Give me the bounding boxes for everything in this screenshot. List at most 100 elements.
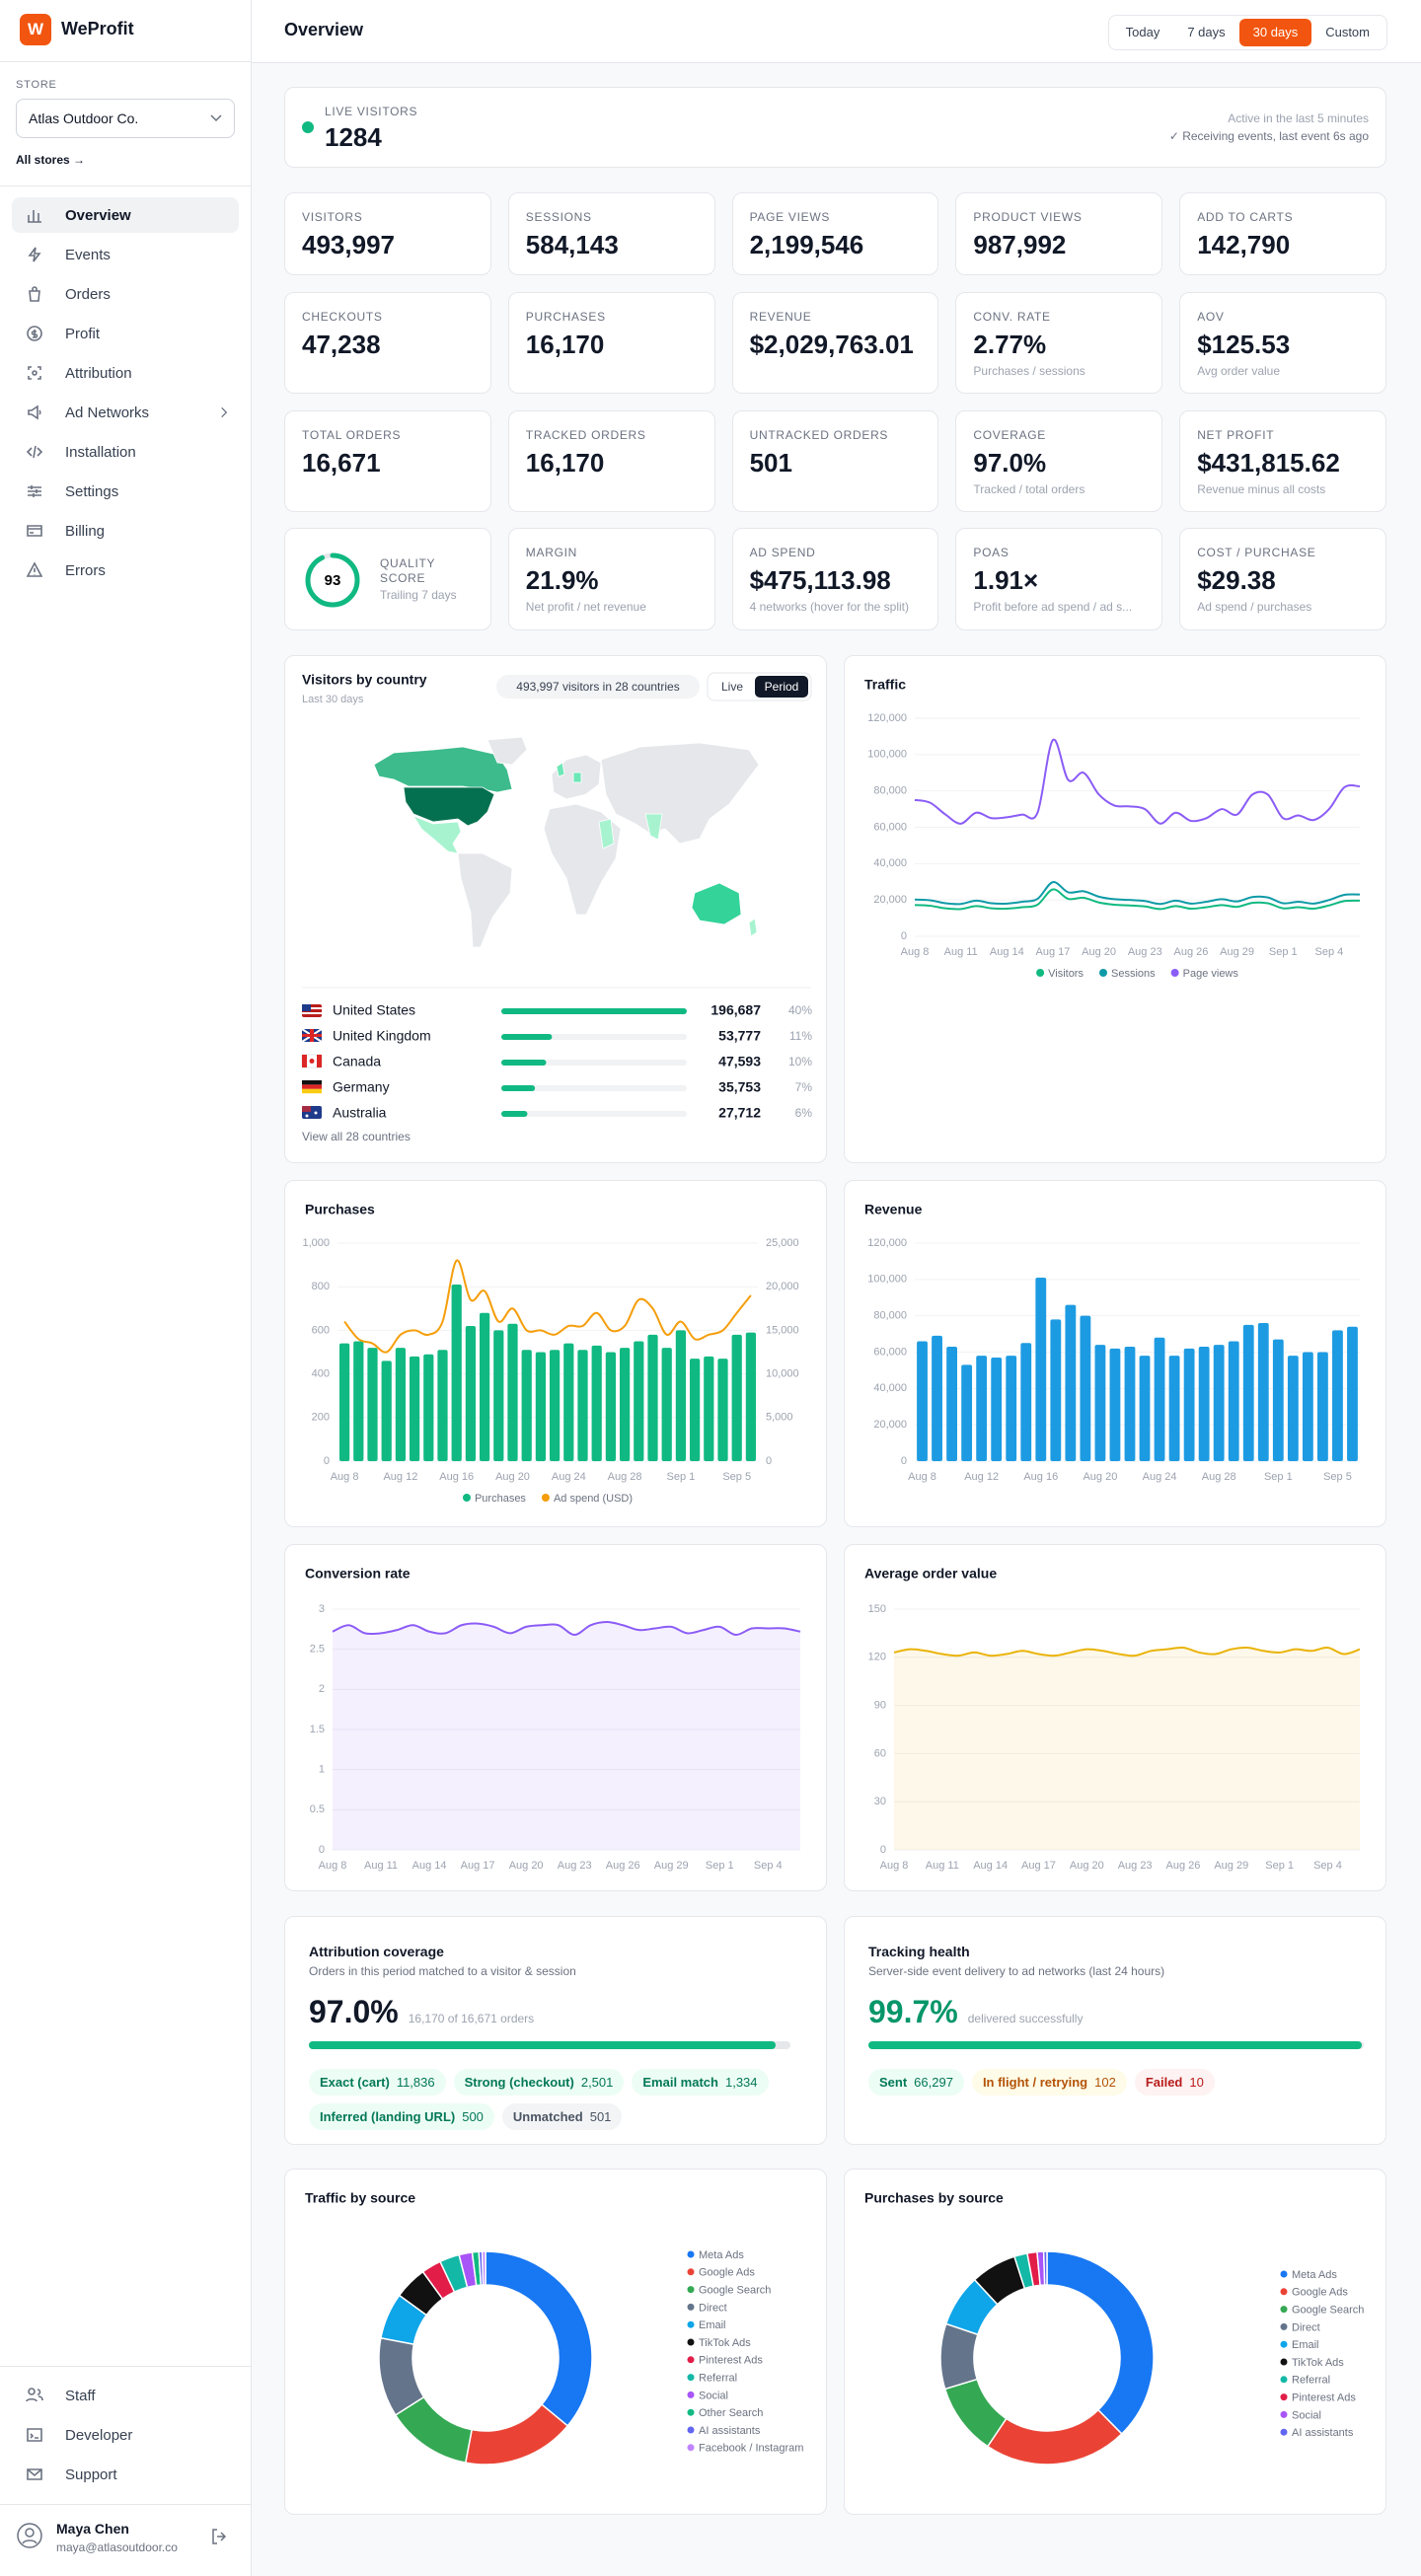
all-stores-link[interactable]: All stores → — [16, 153, 86, 167]
y2-tick-label: 5,000 — [766, 1412, 793, 1424]
y-tick-label: 0 — [319, 1844, 325, 1856]
country-name: Canada — [333, 1054, 381, 1069]
legend-label: Google Search — [699, 2285, 771, 2297]
donut-slice — [1042, 2250, 1048, 2286]
legend-swatch — [687, 2303, 695, 2311]
y-tick-label: 800 — [312, 1281, 330, 1292]
y-tick-label: 120,000 — [867, 1237, 907, 1249]
bar — [501, 1085, 536, 1091]
kpi-card: TOTAL ORDERS 16,671 — [284, 410, 491, 512]
bar — [338, 1343, 350, 1461]
x-tick-label: Sep 4 — [1315, 946, 1344, 958]
icon-shape — [28, 405, 41, 420]
legend-label: Ad spend (USD) — [554, 1493, 633, 1505]
range-button[interactable]: 7 days — [1187, 25, 1226, 39]
y-tick-label: 0 — [901, 930, 907, 942]
nav-item[interactable]: Support — [12, 2457, 239, 2492]
toggle[interactable]: Period — [765, 680, 799, 694]
nav-icon — [28, 485, 41, 497]
header: Overview Today 7 days 30 days Custom — [252, 0, 1421, 63]
nav-item[interactable]: Events — [12, 237, 239, 272]
bar — [946, 1346, 957, 1461]
bar — [1139, 1356, 1151, 1461]
pill: Email match 1,334 — [632, 2069, 769, 2096]
bar — [661, 1348, 672, 1461]
kpi-card: AOV $125.53 Avg order value — [1179, 292, 1386, 394]
kpi-card: CONV. RATE 2.77% Purchases / sessions — [955, 292, 1163, 394]
bar — [932, 1335, 942, 1461]
line — [914, 739, 1361, 825]
legend-label: Social — [1292, 2409, 1321, 2421]
legend-label: Sessions — [1111, 968, 1156, 980]
kpi-value: $125.53 — [1197, 330, 1291, 359]
legend-label: Google Search — [1292, 2305, 1364, 2317]
card-title: Attribution coverage — [309, 1944, 444, 1959]
nav-item[interactable]: Developer — [12, 2417, 239, 2453]
pill: Sent 66,297 — [868, 2069, 964, 2096]
y-tick-label: 0 — [880, 1844, 886, 1856]
kpi-value: $29.38 — [1197, 565, 1276, 595]
x-tick-label: Aug 12 — [964, 1471, 999, 1483]
nav-item[interactable]: Orders — [12, 276, 239, 312]
chart-title: Average order value — [864, 1566, 997, 1582]
bar-fill — [868, 2041, 1363, 2049]
bar — [577, 1350, 588, 1461]
x-tick-label: Sep 4 — [754, 1860, 783, 1872]
divider — [0, 61, 251, 62]
range-button[interactable]: Custom — [1325, 25, 1370, 39]
nav-item[interactable]: Ad Networks — [12, 395, 239, 430]
y-tick-label: 120,000 — [867, 712, 907, 724]
y2-tick-label: 25,000 — [766, 1237, 799, 1249]
nav-label: Staff — [65, 2387, 96, 2404]
donut-slice — [485, 2250, 593, 2427]
nav-item[interactable]: Staff — [12, 2378, 239, 2413]
quality-sub: Trailing 7 days — [380, 588, 457, 602]
bar — [1065, 1304, 1077, 1461]
x-tick-label: Aug 20 — [1082, 946, 1116, 958]
logout-icon[interactable] — [210, 2528, 228, 2545]
bar — [991, 1358, 1003, 1461]
nav-item[interactable]: Installation — [12, 434, 239, 470]
share-label: 7% — [795, 1080, 813, 1094]
legend-swatch — [462, 1494, 471, 1502]
nav-item[interactable]: Billing — [12, 513, 239, 549]
legend-label: Facebook / Instagram — [699, 2443, 803, 2455]
nav-item[interactable]: Overview — [12, 197, 239, 233]
range-button[interactable]: 30 days — [1238, 19, 1312, 46]
icon-shape — [26, 2388, 43, 2402]
nav-item[interactable]: Errors — [12, 552, 239, 588]
view-all-link[interactable]: View all 28 countries — [302, 1130, 411, 1143]
legend-label: Other Search — [699, 2407, 763, 2419]
x-tick-label: Aug 12 — [383, 1471, 417, 1483]
legend-label: Email — [1292, 2339, 1319, 2351]
kpi-card: NET PROFIT $431,815.62 Revenue minus all c… — [1179, 410, 1386, 512]
x-tick-label: Sep 4 — [1313, 1860, 1342, 1872]
nav-item[interactable]: Profit — [12, 316, 239, 351]
bar — [367, 1348, 378, 1461]
legend-label: Pinterest Ads — [1292, 2392, 1356, 2404]
toggle[interactable]: Live — [721, 680, 743, 694]
country-name: Australia — [333, 1105, 387, 1121]
country-name: United Kingdom — [333, 1028, 431, 1044]
value-label: 35,753 — [718, 1079, 761, 1095]
kpi-sub: Ad spend / purchases — [1197, 600, 1312, 614]
range-button[interactable]: Today — [1125, 25, 1160, 39]
legend-swatch — [687, 2426, 695, 2434]
bar — [1317, 1352, 1328, 1461]
kpi-label: POAS — [973, 546, 1010, 559]
bar — [745, 1332, 757, 1461]
nav-item[interactable]: Attribution — [12, 355, 239, 391]
x-tick-label: Aug 26 — [1166, 1860, 1201, 1872]
nav-item[interactable]: Settings — [12, 474, 239, 509]
bar-track — [501, 1085, 687, 1091]
live-note: Active in the last 5 minutes — [1228, 111, 1369, 125]
y-tick-label: 120 — [868, 1652, 886, 1663]
country-chart: Visitors by country Last 30 days 493,997 v… — [301, 672, 813, 1143]
kpi-card: REVENUE $2,029,763.01 — [731, 292, 939, 394]
bar — [1198, 1346, 1210, 1461]
legend-label: Pinterest Ads — [699, 2355, 763, 2367]
toggle-active — [755, 676, 808, 698]
kpi-card: COVERAGE 97.0% Tracked / total orders — [955, 410, 1163, 512]
store-select[interactable]: Atlas Outdoor Co. — [16, 99, 235, 138]
purchase-source-chart: Purchases by source Meta Ads Google Ads Goo… — [864, 2190, 1364, 2466]
